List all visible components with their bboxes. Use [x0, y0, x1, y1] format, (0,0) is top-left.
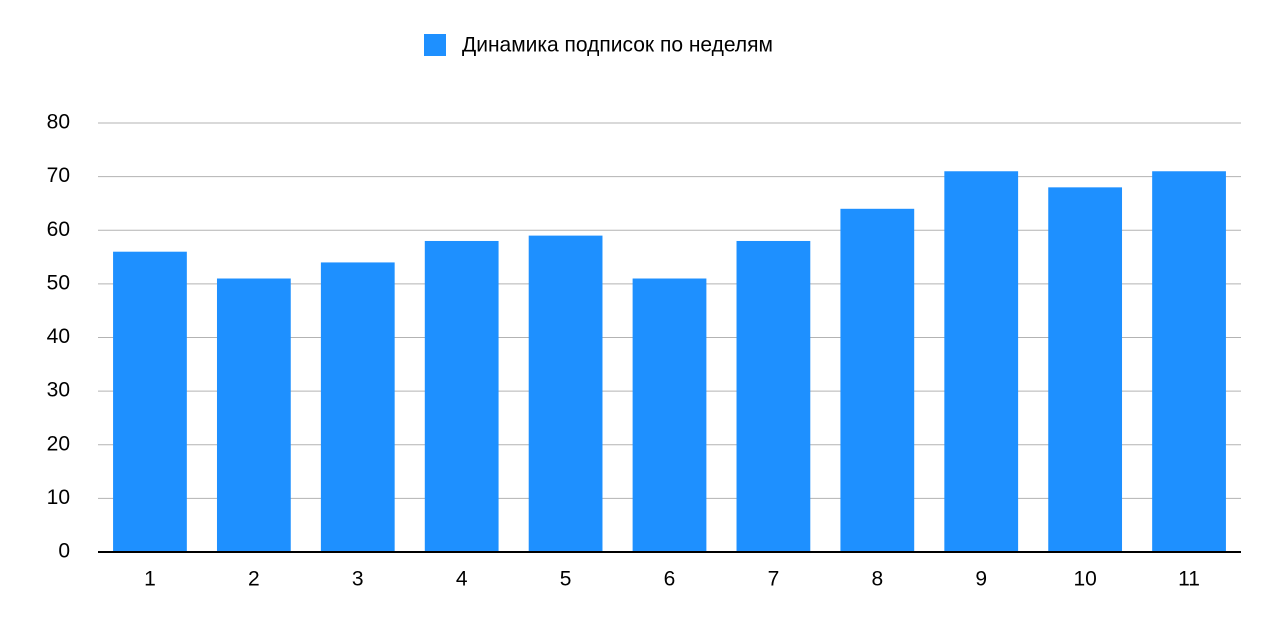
x-tick-label: 2 [248, 568, 260, 591]
x-tick-label: 7 [768, 568, 780, 591]
y-tick-label: 10 [47, 486, 70, 509]
bar [1048, 187, 1123, 552]
y-tick-label: 20 [47, 432, 70, 455]
legend-label: Динамика подписок по неделям [462, 34, 773, 57]
x-tick-label: 8 [871, 568, 883, 591]
x-tick-label: 4 [456, 568, 468, 591]
bar [424, 240, 499, 552]
x-tick-label: 6 [664, 568, 676, 591]
y-tick-label: 40 [47, 325, 70, 348]
x-tick-label: 5 [560, 568, 572, 591]
x-tick-label: 9 [975, 568, 987, 591]
x-tick-label: 10 [1073, 568, 1096, 591]
x-tick-label: 1 [144, 568, 156, 591]
bar [216, 278, 291, 552]
x-tick-label: 11 [1178, 568, 1200, 591]
bar [632, 278, 707, 552]
legend-swatch [424, 34, 446, 56]
bar [736, 240, 811, 552]
y-tick-label: 80 [47, 111, 70, 134]
y-tick-label: 30 [47, 379, 70, 402]
bar [320, 262, 395, 552]
y-tick-label: 60 [47, 218, 70, 241]
x-tick-label: 3 [352, 568, 364, 591]
y-tick-label: 50 [47, 271, 70, 294]
bar [840, 208, 915, 553]
bar [528, 235, 603, 553]
bar [944, 171, 1019, 552]
bar [1152, 171, 1226, 552]
y-tick-label: 0 [58, 540, 70, 563]
y-tick-label: 70 [47, 164, 70, 187]
bar [113, 251, 187, 552]
